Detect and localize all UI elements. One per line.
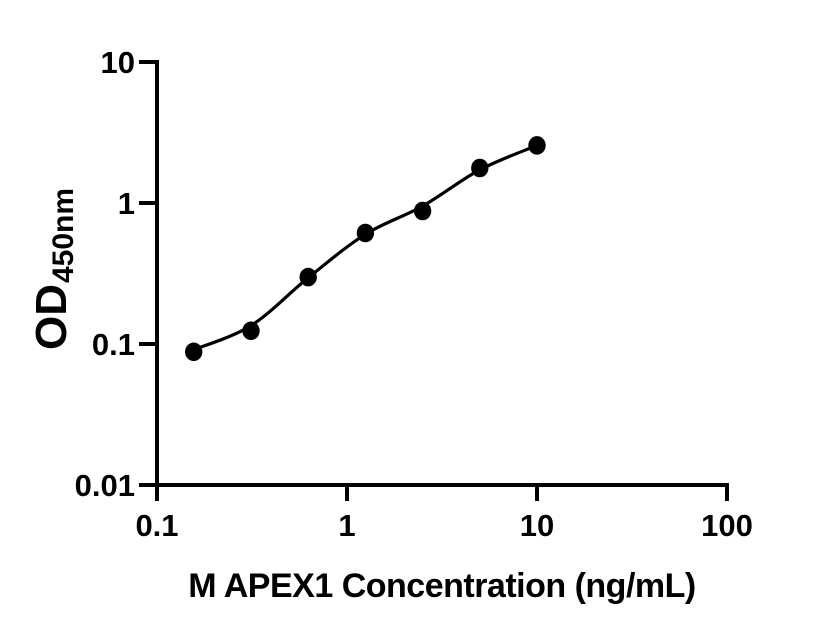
- data-point: [413, 201, 432, 221]
- y-axis-tick-label: 1: [118, 186, 135, 221]
- axis-spine: [155, 60, 729, 487]
- series-layer: [185, 136, 546, 362]
- fit-curve: [193, 143, 538, 352]
- x-axis-title: M APEX1 Concentration (ng/mL): [188, 567, 695, 605]
- x-axis-tick-label: 10: [520, 508, 554, 543]
- data-point: [185, 342, 203, 362]
- y-axis-tick-label: 0.1: [92, 327, 135, 362]
- data-point: [471, 158, 489, 178]
- y-axis-tick-label: 10: [101, 45, 135, 80]
- y-axis-title: OD450nm: [27, 188, 80, 350]
- x-axis-tick-label: 0.1: [135, 508, 178, 543]
- y-axis-title-main: OD: [27, 284, 76, 350]
- data-point: [528, 136, 546, 155]
- y-axis-tick-label: 0.01: [75, 468, 135, 503]
- x-axis-tick-label: 100: [701, 508, 753, 543]
- x-axis-tick-label: 1: [338, 508, 355, 543]
- data-point: [299, 267, 317, 287]
- data-point: [242, 321, 260, 341]
- data-point: [356, 223, 375, 243]
- y-axis-title-subscript: 450nm: [47, 188, 80, 283]
